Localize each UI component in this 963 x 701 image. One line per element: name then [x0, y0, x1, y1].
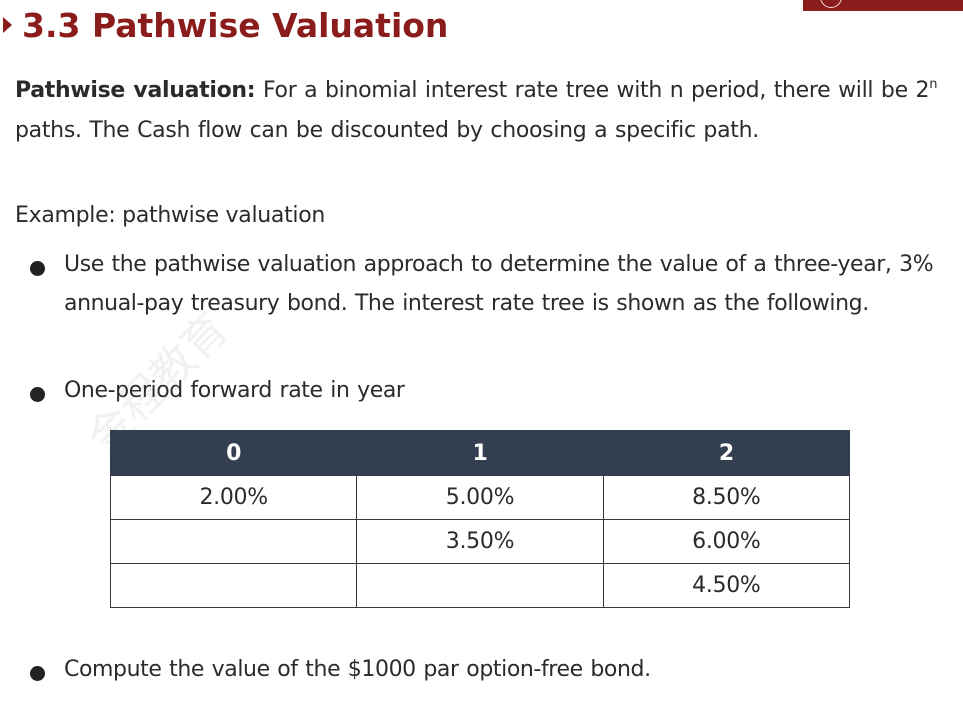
intro-text-2: paths. The Cash flow can be discounted b… [15, 118, 759, 143]
table-cell: 6.00% [602, 519, 851, 564]
intro-superscript: n [929, 77, 938, 92]
table-row: 2.00% 5.00% 8.50% [109, 475, 851, 520]
bullet-dot-icon [30, 261, 45, 276]
column-header: 1 [356, 430, 604, 476]
bullet-item: Use the pathwise valuation approach to d… [30, 245, 950, 323]
table-cell: 4.50% [602, 563, 851, 608]
example-label: Example: pathwise valuation [15, 203, 326, 228]
intro-paragraph: Pathwise valuation: For a binomial inter… [15, 71, 950, 151]
top-decoration-bar [803, 0, 963, 11]
table-cell [109, 519, 358, 564]
forward-rate-table: 0 1 2 2.00% 5.00% 8.50% 3.50% 6.00% 4.50… [109, 430, 851, 608]
table-cell [109, 563, 358, 608]
bullet-text: Compute the value of the $1000 par optio… [64, 657, 651, 682]
bullet-dot-icon [30, 666, 45, 681]
bullet-text: Use the pathwise valuation approach to d… [64, 252, 934, 316]
page-title: 3.3 Pathwise Valuation [22, 5, 449, 45]
bullet-text: One-period forward rate in year [64, 378, 405, 403]
bullet-item: Compute the value of the $1000 par optio… [30, 650, 950, 689]
title-arrow-icon [3, 17, 12, 33]
table-row: 3.50% 6.00% [109, 519, 851, 564]
table-cell: 8.50% [602, 475, 851, 520]
table-row: 4.50% [109, 563, 851, 608]
table-cell: 2.00% [109, 475, 358, 520]
table-header-row: 0 1 2 [109, 430, 851, 476]
bullet-item: One-period forward rate in year [30, 371, 950, 410]
bullet-dot-icon [30, 387, 45, 402]
table-cell: 5.00% [356, 475, 604, 520]
intro-term: Pathwise valuation: [15, 78, 256, 103]
title-row: 3.3 Pathwise Valuation [0, 3, 448, 47]
intro-text-1: For a binomial interest rate tree with n… [255, 78, 930, 103]
column-header: 2 [602, 430, 851, 476]
table-cell: 3.50% [356, 519, 604, 564]
column-header: 0 [109, 430, 358, 476]
table-cell [356, 563, 604, 608]
